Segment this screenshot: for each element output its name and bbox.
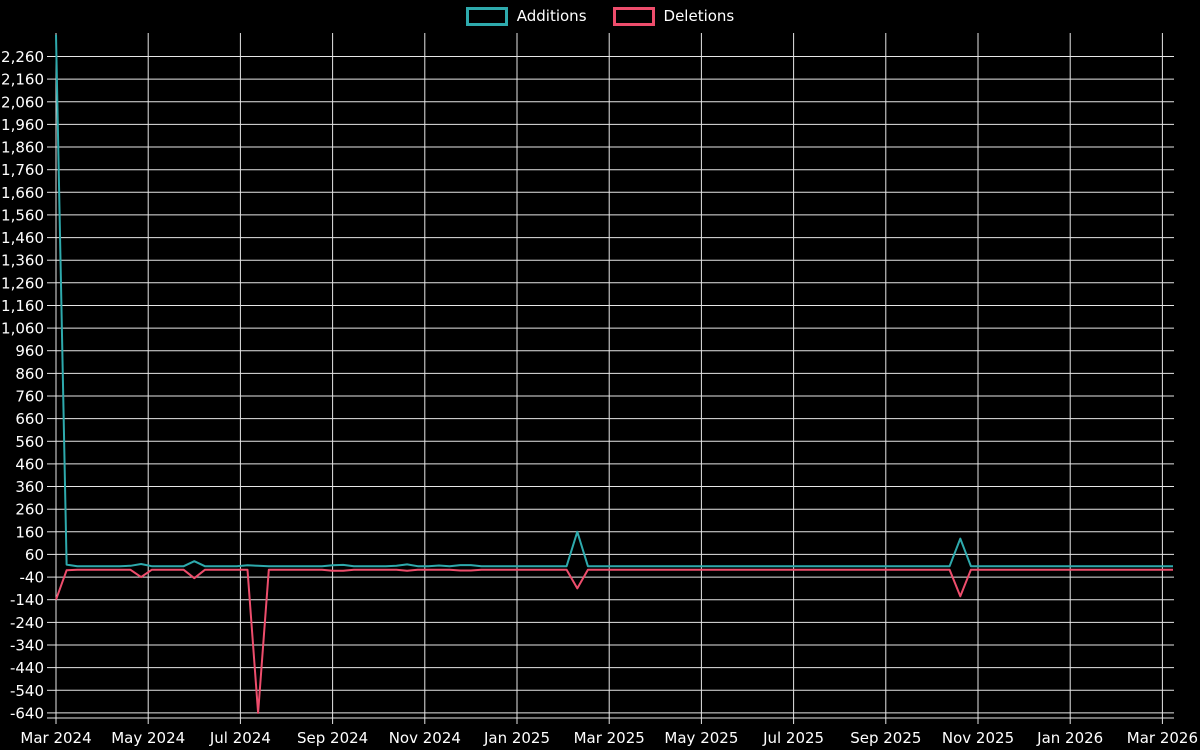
y-tick-label: 1,260 [1,274,44,292]
horizontal-gridlines [56,56,1174,714]
y-tick-label: 1,060 [1,320,44,338]
chart-legend: Additions Deletions [0,7,1200,26]
y-tick-label: 960 [15,342,44,360]
x-tick-label: May 2025 [664,729,738,747]
legend-label-additions: Additions [516,7,587,25]
x-tick-label: Nov 2024 [389,729,461,747]
y-tick-label: 1,560 [1,206,44,224]
y-tick-label: 260 [15,501,44,519]
y-tick-label: 1,460 [1,229,44,247]
y-tick-label: 1,960 [1,116,44,134]
x-tick-label: Jul 2025 [762,729,824,747]
y-tick-label: 1,660 [1,184,44,202]
x-tick-label: Mar 2026 [1127,729,1198,747]
y-tick-label: 160 [15,523,44,541]
legend-item-additions[interactable]: Additions [465,7,587,26]
y-tick-label: 1,160 [1,297,44,315]
vertical-gridlines [55,33,1163,718]
legend-label-deletions: Deletions [663,7,735,25]
y-tick-label: 860 [15,365,44,383]
x-tick-label: Jan 2026 [1036,729,1103,747]
y-tick-label: 360 [15,478,44,496]
x-tick-label: Mar 2024 [20,729,91,747]
y-tick-label: -640 [10,704,44,722]
x-tick-label: Mar 2025 [574,729,645,747]
y-tick-label: 1,760 [1,161,44,179]
y-tick-label: -40 [20,569,45,587]
additions-line [55,34,1173,568]
y-tick-label: 560 [15,433,44,451]
x-tick-label: Nov 2025 [942,729,1014,747]
y-tick-label: -540 [10,682,44,700]
y-tick-label: 2,060 [1,93,44,111]
x-tick-label: Sep 2024 [297,729,368,747]
additions-swatch-icon [465,7,508,26]
y-tick-label: 2,160 [1,71,44,89]
y-tick-label: 60 [25,546,44,564]
y-tick-label: -240 [10,614,44,632]
y-tick-label: 760 [15,388,44,406]
axes [47,33,1174,724]
x-tick-label: Jul 2024 [209,729,271,747]
y-tick-label: -140 [10,591,44,609]
y-tick-label: -340 [10,637,44,655]
y-tick-label: -440 [10,659,44,677]
deletions-line [55,568,1173,714]
series-lines [55,34,1173,714]
x-tick-labels: Mar 2024 May 2024 Jul 2024 Sep 2024 Nov 2024… [20,729,1198,747]
x-tick-label: Sep 2025 [850,729,921,747]
x-tick-label: May 2024 [111,729,185,747]
y-tick-label: 460 [15,455,44,473]
y-tick-label: 660 [15,410,44,428]
y-tick-label: 1,860 [1,139,44,157]
y-tick-label: 1,360 [1,252,44,270]
y-tick-labels: 2,260 2,160 2,060 1,960 1,860 1,760 1,660 1,560… [1,48,44,722]
legend-item-deletions[interactable]: Deletions [612,7,735,26]
y-tick-label: 2,260 [1,48,44,66]
x-tick-label: Jan 2025 [483,729,550,747]
deletions-swatch-icon [612,7,655,26]
